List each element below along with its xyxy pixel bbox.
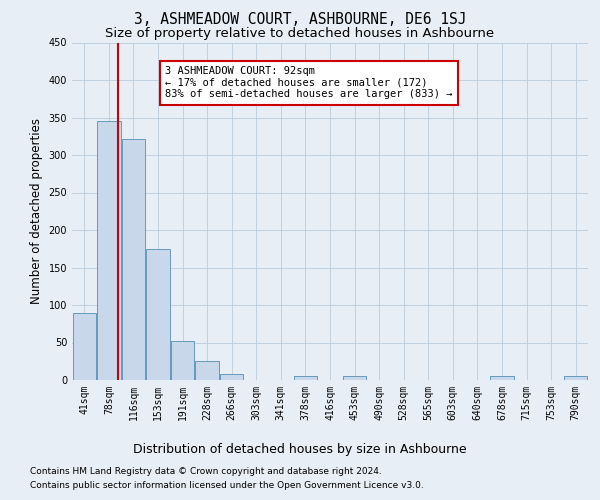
Bar [97,121,121,380]
Bar [220,374,244,380]
Bar [294,376,317,380]
Bar [343,376,366,380]
Bar [490,376,514,380]
Bar [122,138,145,380]
Text: Contains HM Land Registry data © Crown copyright and database right 2024.: Contains HM Land Registry data © Crown c… [30,468,382,476]
Y-axis label: Number of detached properties: Number of detached properties [30,118,43,304]
Text: Contains public sector information licensed under the Open Government Licence v3: Contains public sector information licen… [30,481,424,490]
Bar [196,360,219,380]
Text: 3 ASHMEADOW COURT: 92sqm
← 17% of detached houses are smaller (172)
83% of semi-: 3 ASHMEADOW COURT: 92sqm ← 17% of detach… [165,66,452,100]
Text: 3, ASHMEADOW COURT, ASHBOURNE, DE6 1SJ: 3, ASHMEADOW COURT, ASHBOURNE, DE6 1SJ [134,12,466,28]
Bar [146,248,170,380]
Bar [564,376,587,380]
Bar [171,341,194,380]
Bar [73,312,96,380]
Text: Distribution of detached houses by size in Ashbourne: Distribution of detached houses by size … [133,442,467,456]
Text: Size of property relative to detached houses in Ashbourne: Size of property relative to detached ho… [106,28,494,40]
